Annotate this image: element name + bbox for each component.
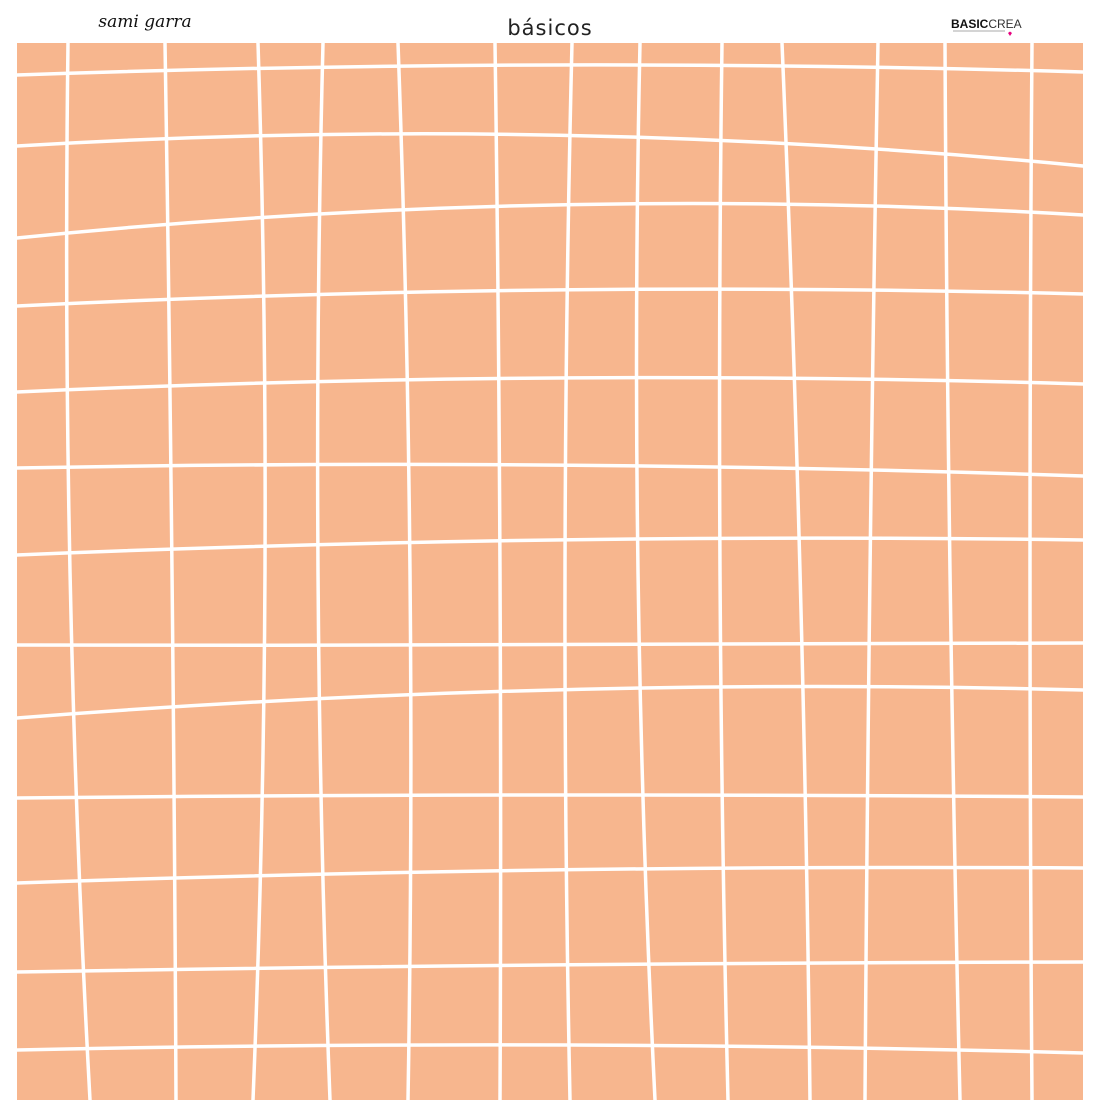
collection-title: básicos: [507, 16, 592, 40]
horizontal-line: [15, 375, 1085, 394]
vertical-line: [64, 41, 92, 1100]
logo-light: CREA: [988, 17, 1021, 31]
horizontal-line: [15, 960, 1085, 974]
horizontal-line: [15, 132, 1085, 168]
vertical-line: [634, 41, 657, 1100]
vertical-line: [1028, 41, 1034, 1100]
logo-heart: [1008, 31, 1012, 36]
wavy-grid: [15, 41, 1085, 1100]
horizontal-line: [15, 287, 1085, 308]
vertical-line: [315, 41, 332, 1100]
brand-logo: BASICCREA: [951, 17, 1022, 31]
vertical-line: [251, 41, 267, 1100]
vertical-line: [493, 41, 503, 1100]
vertical-line: [717, 41, 730, 1100]
designer-signature: sami garra: [98, 12, 191, 32]
logo-bold: BASIC: [951, 17, 989, 31]
vertical-line: [863, 41, 880, 1100]
vertical-line: [563, 41, 574, 1100]
vertical-line: [163, 41, 178, 1100]
vertical-line: [396, 41, 413, 1100]
horizontal-line: [15, 1043, 1085, 1055]
horizontal-line: [15, 201, 1085, 240]
horizontal-line: [15, 462, 1085, 478]
vertical-line: [943, 41, 962, 1100]
horizontal-line: [15, 63, 1085, 77]
grid-background: [17, 43, 1083, 1100]
vertical-line: [780, 41, 812, 1100]
